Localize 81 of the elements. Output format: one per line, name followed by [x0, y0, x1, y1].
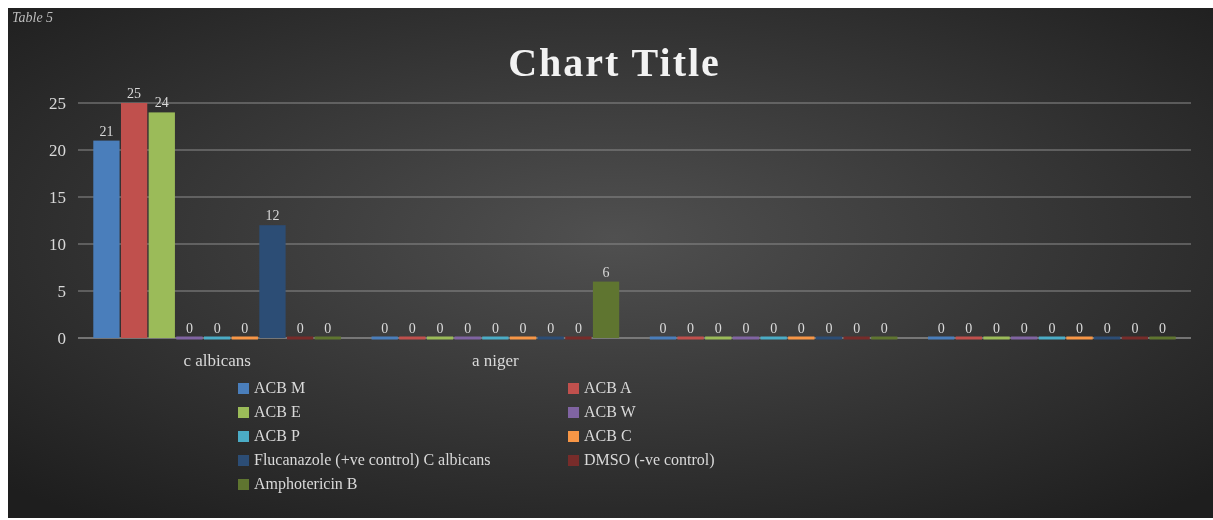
- data-label: 0: [408, 321, 416, 336]
- bar: [454, 336, 481, 340]
- legend-label: ACB P: [254, 427, 300, 444]
- data-label: 0: [797, 321, 805, 336]
- x-tick-label: c albicans: [183, 351, 251, 370]
- bar: [120, 103, 148, 338]
- data-label: 0: [381, 321, 389, 336]
- x-tick-label: a niger: [472, 351, 520, 370]
- data-label: 0: [965, 321, 973, 336]
- data-label: 0: [770, 321, 778, 336]
- legend-label: ACB C: [584, 427, 632, 444]
- legend-label: Flucanazole (+ve control) C albicans: [254, 451, 491, 469]
- data-label: 0: [296, 321, 304, 336]
- y-tick-label: 20: [49, 140, 66, 160]
- data-label: 0: [1020, 321, 1028, 336]
- data-label: 0: [1159, 321, 1167, 336]
- y-tick-label: 10: [49, 234, 66, 254]
- data-label: 0: [993, 321, 1001, 336]
- data-label: 0: [324, 321, 332, 336]
- data-label: 0: [574, 321, 582, 336]
- bar: [592, 281, 620, 338]
- bar: [259, 225, 286, 338]
- bar: [732, 336, 760, 340]
- data-label: 0: [687, 321, 695, 336]
- bar: [955, 336, 982, 340]
- bar: [677, 336, 704, 340]
- bar: [1011, 336, 1038, 340]
- bar: [509, 336, 537, 340]
- bar: [983, 336, 1010, 340]
- y-tick-label: 0: [57, 328, 66, 348]
- data-label: 12: [265, 208, 280, 224]
- data-label: 0: [241, 321, 249, 336]
- y-tick-label: 5: [57, 281, 66, 301]
- data-label: 0: [436, 321, 444, 336]
- data-label: 0: [825, 321, 833, 336]
- data-label: 0: [937, 321, 945, 336]
- data-label: 0: [853, 321, 861, 336]
- bar: [928, 336, 955, 340]
- data-label: 0: [1103, 321, 1111, 336]
- bar: [482, 336, 509, 340]
- legend-label: DMSO (-ve control): [584, 451, 715, 469]
- data-label: 0: [491, 321, 499, 336]
- bar: [231, 336, 258, 340]
- bar: [176, 336, 203, 340]
- bar: [203, 336, 231, 340]
- data-label: 0: [1076, 321, 1084, 336]
- data-label: 6: [602, 264, 610, 280]
- data-label: 0: [880, 321, 888, 336]
- data-label: 0: [547, 321, 555, 336]
- data-label: 25: [127, 86, 142, 101]
- bar: [93, 140, 120, 338]
- chart-title: Chart Title: [508, 40, 721, 85]
- legend-label: ACB A: [584, 379, 633, 396]
- bar: [760, 336, 787, 340]
- legend-label: ACB M: [254, 379, 306, 396]
- data-label: 0: [659, 321, 667, 336]
- bar: [371, 336, 398, 340]
- data-label: 0: [185, 321, 193, 336]
- y-tick-label: 15: [49, 187, 66, 207]
- legend-label: ACB E: [254, 403, 301, 420]
- y-tick-label: 25: [49, 93, 66, 113]
- bar: [399, 336, 426, 340]
- bar: [649, 336, 677, 340]
- bar: [148, 112, 175, 338]
- bar: [705, 336, 732, 340]
- caption: Table 5: [12, 10, 54, 25]
- data-label: 0: [714, 321, 722, 336]
- bar: [426, 336, 454, 340]
- data-label: 0: [1048, 321, 1056, 336]
- data-label: 21: [99, 123, 114, 139]
- legend-label: ACB W: [584, 403, 637, 420]
- bar: [788, 336, 815, 340]
- bar: [1038, 336, 1066, 340]
- data-label: 0: [519, 321, 527, 336]
- legend-label: Amphotericin B: [254, 475, 358, 493]
- bar: [1066, 336, 1093, 340]
- data-label: 0: [1131, 321, 1139, 336]
- data-label: 24: [154, 95, 169, 111]
- data-label: 0: [742, 321, 750, 336]
- data-label: 0: [464, 321, 472, 336]
- data-label: 0: [213, 321, 221, 336]
